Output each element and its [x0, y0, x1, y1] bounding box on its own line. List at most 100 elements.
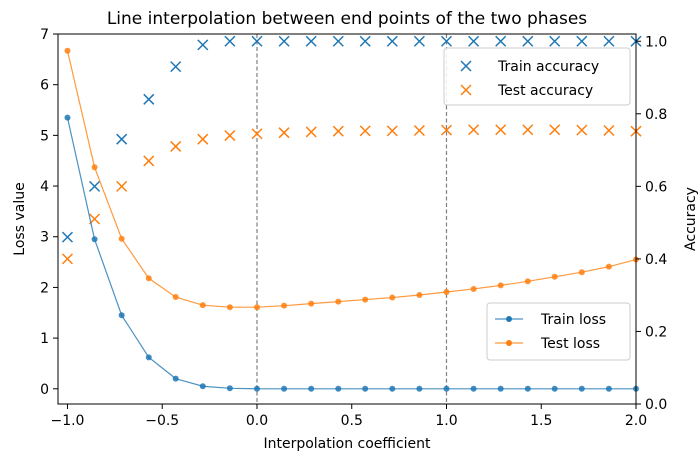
- test-loss-point: [389, 294, 396, 301]
- test-loss-point: [145, 275, 152, 282]
- test-loss-point: [524, 278, 531, 285]
- train-loss-point: [64, 114, 71, 121]
- chart-title: Line interpolation between end points of…: [107, 9, 587, 29]
- train-loss-point: [578, 385, 585, 392]
- train-accuracy-point: [413, 35, 425, 47]
- test-loss-point: [443, 288, 450, 295]
- train-accuracy-point: [251, 35, 263, 47]
- train-loss-line: [66, 117, 636, 390]
- train-accuracy-point: [89, 180, 101, 192]
- y-left-tick-label: 2: [40, 280, 49, 296]
- test-accuracy-point: [603, 124, 615, 137]
- test-loss-point: [308, 300, 315, 307]
- train-loss-point: [335, 385, 342, 392]
- legend-accuracy: Train accuracy Test accuracy: [443, 47, 631, 106]
- y-left-tick-label: 5: [40, 128, 49, 144]
- x-tick-label: 0.0: [246, 413, 268, 429]
- test-accuracy-point: [61, 253, 74, 265]
- test-accuracy-point: [576, 124, 588, 136]
- test-loss-point: [605, 263, 612, 270]
- train-loss-point: [145, 354, 152, 361]
- train-accuracy-point: [359, 35, 371, 47]
- train-loss-point: [91, 236, 98, 243]
- test-accuracy-point: [522, 124, 534, 136]
- train-loss-point: [226, 385, 233, 392]
- train-loss-point: [362, 385, 369, 392]
- test-loss-point: [416, 292, 423, 299]
- train-accuracy-point: [386, 35, 398, 47]
- train-accuracy-point: [197, 39, 209, 51]
- train-accuracy-point: [224, 35, 236, 47]
- test-loss-point: [281, 302, 288, 309]
- y-right-tick-label: 1.0: [645, 34, 667, 50]
- x-tick-label: 1.5: [530, 413, 552, 429]
- train-loss-point: [497, 385, 504, 392]
- test-loss-point: [91, 164, 98, 171]
- y-left-tick-label: 4: [40, 179, 49, 195]
- train-accuracy-point: [576, 35, 588, 47]
- series-test-loss: [64, 47, 639, 311]
- test-accuracy-point: [197, 133, 209, 145]
- train-accuracy-point: [278, 35, 290, 47]
- train-accuracy-point: [440, 35, 453, 47]
- train-accuracy-point: [468, 35, 480, 47]
- y-right-tick-label: 0.0: [645, 397, 667, 413]
- legend-test-accuracy-swatch: [460, 84, 472, 96]
- legend-loss-box: [486, 302, 631, 361]
- train-accuracy-point: [603, 35, 615, 47]
- train-accuracy-point: [143, 93, 155, 105]
- test-accuracy-point: [468, 124, 480, 136]
- test-accuracy-point: [224, 130, 236, 142]
- test-accuracy-point: [251, 128, 263, 140]
- test-accuracy-point: [332, 125, 344, 137]
- legend-test-loss-label: Test loss: [540, 336, 600, 352]
- y-left-tick-label: 1: [40, 331, 49, 347]
- test-loss-point: [470, 285, 477, 292]
- legend-train-loss-label: Train loss: [540, 312, 606, 328]
- plot-area: [61, 34, 642, 404]
- train-loss-point: [118, 312, 125, 319]
- x-tick-label: 2.0: [625, 413, 647, 429]
- legend-train-accuracy-label: Train accuracy: [497, 59, 599, 75]
- test-loss-point: [118, 235, 125, 242]
- train-loss-point: [416, 385, 423, 392]
- series-train-accuracy: [61, 35, 642, 243]
- test-loss-point: [497, 282, 504, 289]
- train-loss-point: [199, 383, 206, 390]
- test-loss-point: [226, 304, 233, 311]
- series-train-loss: [64, 114, 639, 392]
- test-loss-point: [578, 269, 585, 276]
- test-accuracy-point: [116, 180, 128, 192]
- train-loss-point: [281, 385, 288, 392]
- test-accuracy-point: [305, 126, 317, 138]
- x-axis-label: Interpolation coefficient: [263, 436, 431, 452]
- train-accuracy-point: [549, 35, 561, 47]
- y-right-tick-label: 0.2: [645, 324, 667, 340]
- train-accuracy-point: [116, 133, 128, 145]
- train-accuracy-point: [332, 35, 344, 47]
- legend-train-loss-swatch: [506, 316, 512, 322]
- y-axis-right-ticks: 0.0 0.2 0.4 0.6 0.8 1.0: [636, 34, 667, 413]
- train-accuracy-point: [170, 61, 182, 73]
- plot-frame: [57, 33, 637, 405]
- test-accuracy-point: [359, 125, 371, 137]
- test-accuracy-point: [549, 124, 561, 136]
- train-loss-point: [470, 385, 477, 392]
- train-loss-point: [308, 385, 315, 392]
- x-tick-label: −1.0: [50, 413, 84, 429]
- y-axis-left-label: Loss value: [12, 182, 28, 255]
- train-loss-point: [389, 385, 396, 392]
- train-accuracy-point: [522, 35, 534, 47]
- test-accuracy-point: [440, 124, 453, 136]
- test-accuracy-point: [386, 125, 398, 137]
- legend-accuracy-box: [443, 47, 631, 106]
- train-loss-point: [551, 385, 558, 392]
- test-loss-point: [199, 302, 206, 309]
- test-accuracy-point: [143, 155, 155, 167]
- x-axis-ticks: −1.0 −0.5 0.0 0.5 1.0 1.5 2.0: [50, 404, 647, 429]
- legend-test-loss-swatch: [506, 340, 512, 346]
- test-accuracy-point: [278, 127, 290, 139]
- y-left-tick-label: 3: [40, 230, 49, 246]
- legend-test-accuracy-label: Test accuracy: [497, 83, 593, 99]
- train-accuracy-point: [61, 231, 74, 243]
